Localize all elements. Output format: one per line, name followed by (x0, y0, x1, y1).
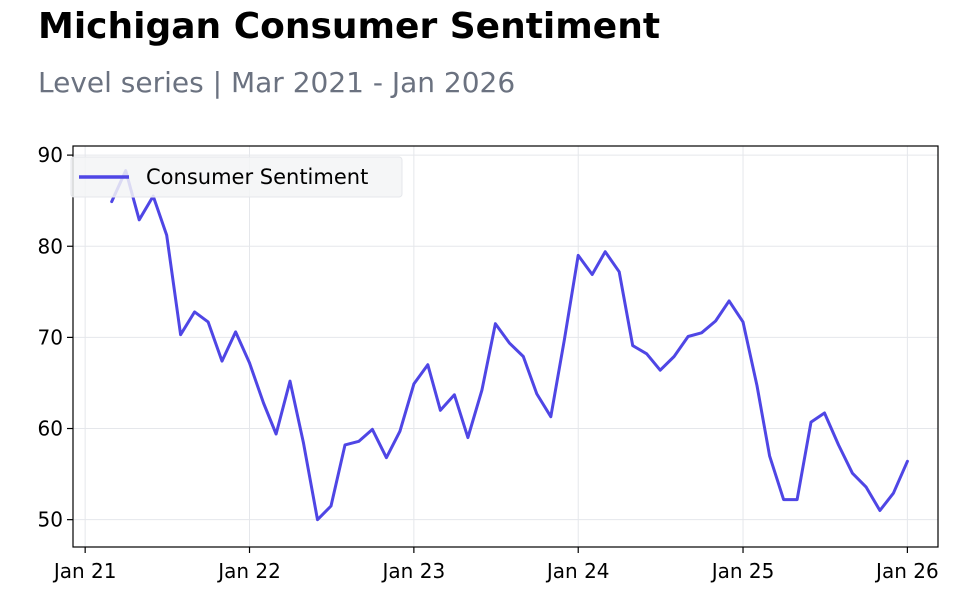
series-layer (110, 169, 909, 522)
grid-layer (73, 146, 938, 547)
x-tick-label: Jan 24 (545, 559, 610, 583)
x-tick-label: Jan 25 (710, 559, 775, 583)
y-tick-label: 70 (38, 325, 63, 349)
legend: Consumer Sentiment (70, 156, 403, 198)
chart-title: Michigan Consumer Sentiment (38, 6, 661, 47)
y-tick-label: 50 (38, 508, 63, 532)
frame-layer (72, 145, 939, 548)
series-line-consumer-sentiment (110, 169, 909, 522)
x-tick-label: Jan 22 (216, 559, 281, 583)
x-tick-label: Jan 21 (52, 559, 117, 583)
y-tick-label: 60 (38, 417, 63, 441)
chart-subtitle: Level series | Mar 2021 - Jan 2026 (38, 66, 516, 99)
y-tick-label: 90 (38, 143, 63, 167)
axis-layer: 50 60 70 80 90 Jan 21 Jan 22 Jan 23 Jan 24 Jan 25… (38, 143, 939, 583)
legend-label: Consumer Sentiment (146, 165, 368, 189)
x-tick-label: Jan 26 (874, 559, 939, 583)
x-tick-label: Jan 23 (381, 559, 446, 583)
plot-frame (72, 145, 939, 548)
y-tick-label: 80 (38, 234, 63, 258)
legend-box (70, 156, 403, 198)
